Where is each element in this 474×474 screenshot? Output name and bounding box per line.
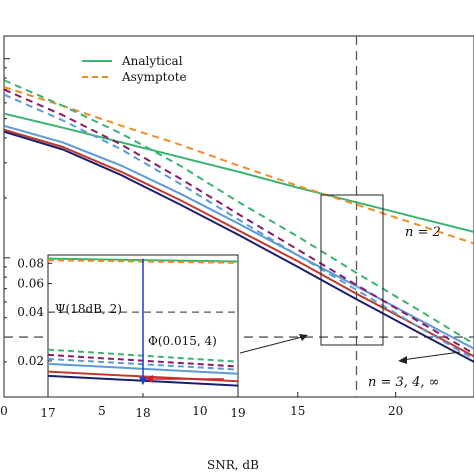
annotations: n = 2 n = 3, 4, ∞ Ψ(18dB, 2) Φ(0.015, 4) <box>55 225 461 390</box>
x-tick-label: 10 <box>192 404 207 418</box>
inset-red-arrow-head <box>145 374 153 383</box>
plot-frame <box>3 35 474 398</box>
x-tick-label: 20 <box>388 404 403 418</box>
inset-x-tick-label: 17 <box>40 406 55 420</box>
series-line-5 <box>4 79 474 345</box>
series-line-3 <box>4 128 474 358</box>
inset-plot: 17 18 19 0.02 0.04 0.06 0.08 <box>17 254 246 420</box>
x-tick-label: 15 <box>290 404 305 418</box>
series-line-0 <box>4 112 474 233</box>
x-tick-label: 0 <box>0 404 8 418</box>
inset-y-tick-label: 0.08 <box>17 256 44 270</box>
main-plot-area: 0 5 10 15 20 SNR, dB <box>0 35 474 472</box>
pointer-arrow-head-2 <box>398 356 407 364</box>
pointer-arrow-line-2 <box>401 351 461 361</box>
inset-x-tick-label: 18 <box>135 406 150 420</box>
annotation-phi: Φ(0.015, 4) <box>148 334 217 348</box>
annotation-n2: n = 2 <box>405 225 441 240</box>
legend-label: Asymptote <box>121 70 187 84</box>
inset-x-tick-label: 19 <box>230 406 245 420</box>
inset-y-tick-label: 0.02 <box>17 354 44 368</box>
annotation-n34inf: n = 3, 4, ∞ <box>368 375 439 390</box>
pointer-arrow-line <box>239 335 307 354</box>
series-line-6 <box>4 88 474 355</box>
annotation-psi: Ψ(18dB, 2) <box>55 302 122 316</box>
inset-y-tick-label: 0.06 <box>17 277 44 291</box>
series-line-7 <box>4 93 474 360</box>
x-tick-label: 5 <box>98 404 106 418</box>
series-line-1 <box>4 86 474 245</box>
inset-y-tick-label: 0.04 <box>17 305 44 319</box>
legend: Analytical Asymptote <box>82 54 187 84</box>
zoom-box <box>320 194 384 346</box>
pointer-arrow-head <box>299 334 308 341</box>
legend-label: Analytical <box>121 54 183 68</box>
x-axis-title: SNR, dB <box>207 458 259 472</box>
inset-marker-arrow <box>139 377 147 386</box>
series-line-4 <box>4 130 474 363</box>
